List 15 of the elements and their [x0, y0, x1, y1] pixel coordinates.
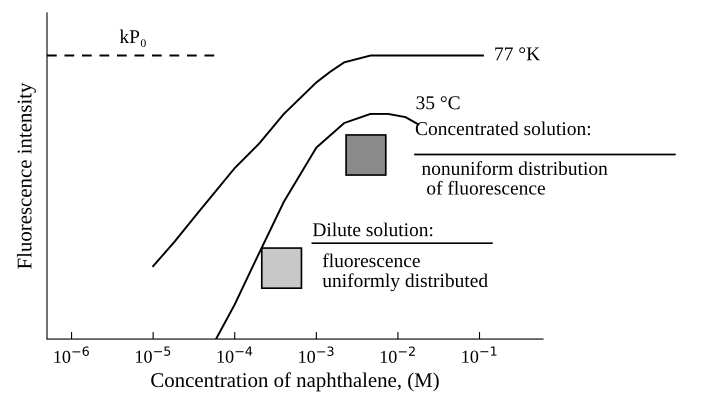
- x-tick-label: 10$^{−2}$: [380, 346, 415, 363]
- x-tick-label: 10$^{−3}$: [299, 346, 334, 363]
- x-tick-label: 10$^{−5}$: [136, 346, 170, 363]
- annotation: fluorescence uniformly distributed: [322, 253, 488, 292]
- y-axis-title: Fluorescence intensity: [16, 82, 36, 269]
- series-label: 35 °C: [416, 96, 460, 110]
- annotation: Concentrated solution:: [416, 122, 590, 136]
- annotation: nonuniform distribution of fluorescence: [422, 161, 608, 195]
- x-tick-label: 10$^{−4}$: [218, 346, 252, 363]
- x-tick-label: 10$^{−6}$: [54, 346, 89, 363]
- series-label: kP₀: [120, 30, 146, 48]
- x-axis-title: Concentration of naphthalene, (M): [151, 372, 439, 392]
- annotation: Dilute solution:: [312, 222, 432, 236]
- x-tick-label: 10$^{−1}$: [462, 346, 497, 363]
- series-label: 77 °K: [495, 47, 540, 60]
